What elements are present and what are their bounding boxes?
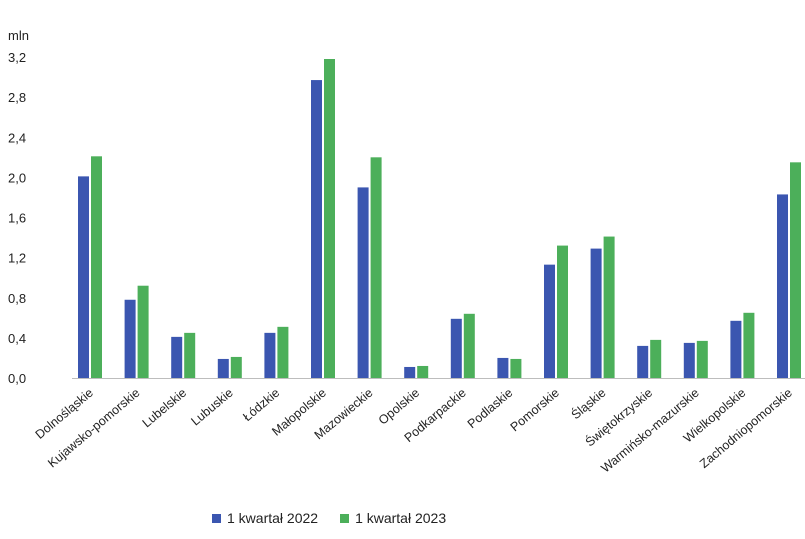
bar-2022	[78, 176, 89, 378]
x-tick-label: Opolskie	[376, 386, 422, 428]
bar-2023	[277, 326, 289, 378]
bar-2022	[217, 358, 229, 378]
legend-label-2023: 1 kwartał 2023	[355, 510, 447, 526]
x-tick-label: Zachodniopomorskie	[697, 386, 795, 471]
bar-2022	[637, 345, 649, 378]
y-tick-label: 0,0	[8, 371, 26, 386]
legend-swatch-2023	[340, 513, 350, 523]
bar-2023	[230, 356, 242, 378]
bar-2023	[510, 358, 522, 378]
bar-2022	[357, 187, 369, 378]
x-tick-label: Lubelskie	[140, 386, 189, 431]
bar-2022	[683, 342, 695, 378]
bar-2023	[557, 245, 568, 378]
bar-2023	[370, 157, 382, 378]
bar-2023	[603, 236, 615, 378]
bar-2023	[184, 332, 196, 378]
x-tick-label: Kujawsko-pomorskie	[45, 386, 142, 471]
bar-2023	[137, 285, 149, 378]
bar-2022	[450, 318, 462, 378]
legend-label-2022: 1 kwartał 2022	[227, 510, 319, 526]
bar-2023	[463, 313, 475, 378]
legend-item-2022: 1 kwartał 2022	[212, 510, 318, 526]
y-tick-label: 1,6	[8, 211, 26, 226]
bar-2022	[590, 248, 602, 378]
bar-2023	[743, 312, 755, 378]
bar-2023	[91, 156, 102, 378]
bar-2023	[650, 339, 662, 378]
bar-2022	[311, 80, 322, 379]
y-tick-label: 0,4	[8, 331, 26, 346]
y-tick-label: 1,2	[8, 251, 26, 266]
y-axis-unit-label: mln	[8, 28, 29, 43]
bar-2023	[790, 162, 801, 378]
bar-2022	[264, 332, 276, 378]
y-tick-label: 0,8	[8, 291, 26, 306]
y-tick-label: 2,8	[8, 90, 26, 105]
bar-2023	[324, 59, 335, 378]
x-tick-label: Lubuskie	[188, 386, 235, 429]
y-axis-ticks: 0,0 0,4 0,8 1,2 1,6 2,0 2,4 2,8 3,2	[8, 50, 26, 386]
y-tick-label: 3,2	[8, 50, 26, 65]
x-tick-label: Łódzkie	[240, 386, 282, 424]
bar-2022	[404, 366, 416, 378]
bar-2023	[696, 340, 708, 378]
bar-2022	[777, 194, 788, 378]
x-tick-label: Pomorskie	[508, 386, 562, 435]
legend: 1 kwartał 2022 1 kwartał 2023	[212, 510, 446, 526]
legend-swatch-2022	[212, 513, 221, 523]
y-tick-label: 2,0	[8, 170, 26, 185]
bar-2022	[124, 299, 136, 378]
y-tick-label: 2,4	[8, 130, 26, 145]
bar-2022	[544, 264, 555, 378]
bar-2022	[171, 336, 183, 378]
legend-item-2023: 1 kwartał 2023	[340, 510, 446, 526]
x-tick-label: Śląskie	[568, 385, 609, 422]
bar-2022	[497, 357, 509, 378]
bar-2023	[417, 365, 429, 378]
bars-group	[78, 59, 801, 379]
bar-2022	[730, 320, 742, 378]
